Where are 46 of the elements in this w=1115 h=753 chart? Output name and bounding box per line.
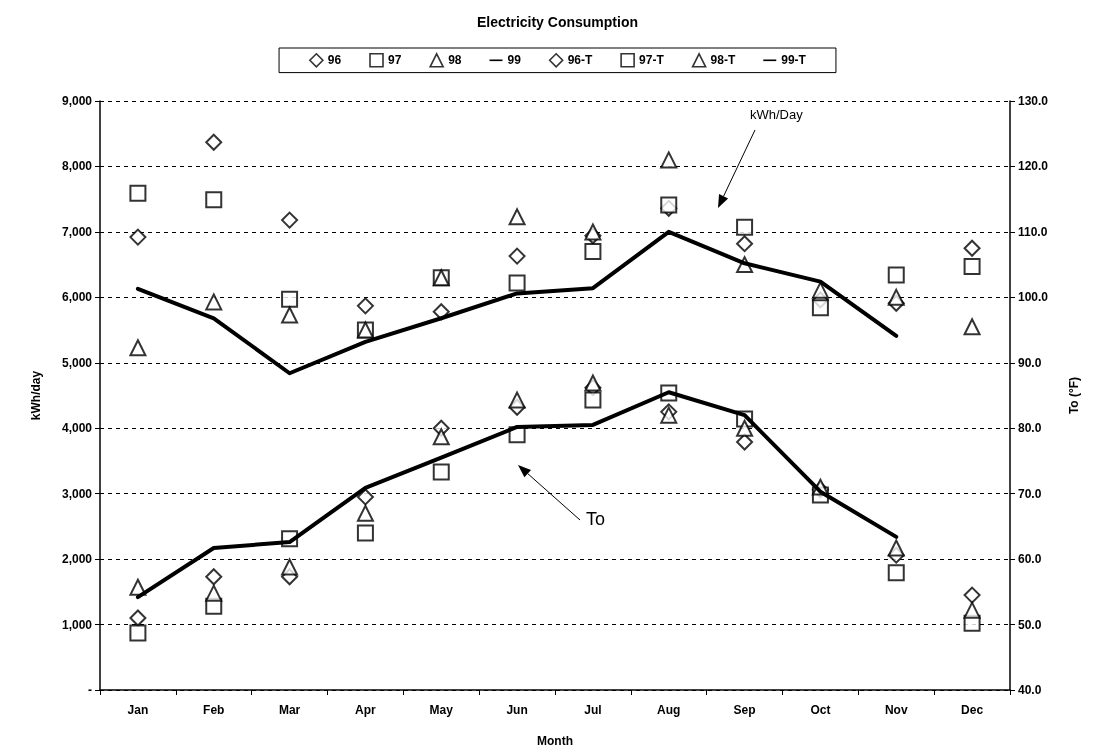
x-tick-label: Feb [203, 703, 225, 717]
y-tick-label: 5,000 [61, 355, 93, 370]
x-axis-title: Month [537, 734, 573, 748]
x-tick-label: Apr [355, 703, 377, 717]
y2-tick-label: 80.0 [1018, 421, 1042, 436]
x-tick-label: Jan [127, 703, 149, 717]
y2-tick-label: 50.0 [1018, 617, 1042, 632]
y2-tick-label: 120.0 [1018, 159, 1049, 174]
x-tick-label: Oct [810, 703, 831, 717]
legend-label: 96 [327, 53, 342, 68]
y-tick-label: - [88, 683, 92, 697]
legend-label: 96-T [567, 53, 593, 68]
y-tick-label: 8,000 [61, 159, 93, 174]
annotation: To [586, 509, 606, 529]
legend-label: 97-T [639, 53, 665, 68]
y2-tick-label: 90.0 [1018, 355, 1042, 370]
x-tick-label: Jul [584, 703, 602, 717]
annotation: kWh/Day [750, 107, 804, 122]
y-tick-label: 1,000 [61, 617, 93, 632]
legend-label: 99 [507, 53, 522, 68]
y-tick-label: 7,000 [61, 224, 93, 239]
y-tick-label: 9,000 [61, 94, 93, 108]
x-tick-label: Jun [506, 703, 528, 717]
x-tick-label: Sep [733, 703, 756, 717]
y-tick-label: 2,000 [61, 552, 93, 567]
legend-label: 98-T [710, 53, 736, 68]
x-tick-label: Mar [278, 703, 301, 717]
legend-label: 97 [388, 53, 402, 68]
y2-tick-label: 130.0 [1018, 94, 1049, 108]
legend-label: 98 [448, 53, 462, 68]
x-tick-label: Nov [884, 703, 908, 717]
y-axis-title: kWh/day [29, 370, 43, 421]
x-tick-label: Aug [657, 703, 681, 717]
x-tick-label: Dec [961, 703, 984, 717]
y2-tick-label: 60.0 [1018, 552, 1042, 567]
y-tick-label: 6,000 [61, 290, 93, 305]
y2-axis-title: To (°F) [1067, 376, 1081, 415]
y2-tick-label: 100.0 [1018, 290, 1049, 305]
x-tick-label: May [429, 703, 454, 717]
y2-tick-label: 70.0 [1018, 486, 1042, 501]
y2-tick-label: 110.0 [1018, 224, 1048, 239]
y2-tick-label: 40.0 [1018, 683, 1042, 697]
y-tick-label: 4,000 [61, 421, 93, 436]
chart-title: Electricity Consumption [476, 14, 639, 30]
legend-label: 99-T [781, 53, 807, 68]
y-tick-label: 3,000 [61, 486, 93, 501]
